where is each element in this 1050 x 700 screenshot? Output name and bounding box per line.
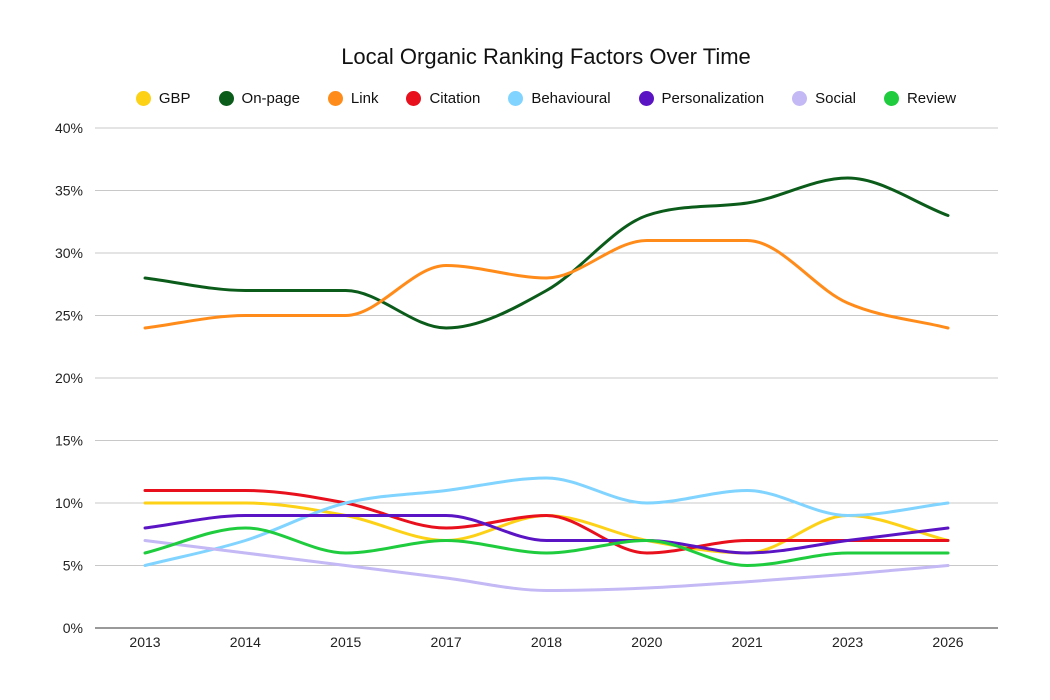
legend-swatch	[135, 91, 151, 106]
legend-item-personalization: Personalization	[638, 90, 765, 107]
legend-swatch	[792, 91, 808, 106]
x-tick-label: 2023	[832, 634, 863, 650]
x-tick-label: 2017	[431, 634, 462, 650]
legend-swatch	[508, 91, 524, 106]
series-line-review	[143, 526, 950, 567]
x-tick-label: 2020	[631, 634, 662, 650]
series-line-behavioural	[143, 476, 950, 567]
legend-label: Behavioural	[531, 90, 611, 107]
y-tick-label: 35%	[55, 183, 83, 199]
y-tick-label: 30%	[55, 245, 83, 261]
y-tick-label: 15%	[55, 433, 83, 449]
y-tick-label: 10%	[55, 495, 83, 511]
legend-swatch	[406, 91, 422, 106]
legend-item-review: Review	[883, 90, 957, 107]
series-line-personalization	[143, 513, 950, 555]
legend-label: Citation	[429, 90, 481, 107]
chart-legend: GBP On-page Link Citation Behavioural Persona…	[0, 90, 1050, 107]
y-tick-label: 20%	[55, 370, 83, 386]
x-tick-label: 2018	[531, 634, 562, 650]
x-tick-label: 2015	[330, 634, 361, 650]
legend-label: GBP	[158, 90, 191, 107]
y-tick-label: 25%	[55, 308, 83, 324]
legend-label: Social	[815, 90, 856, 107]
series-line-citation	[143, 488, 950, 555]
series-line-on-page	[143, 176, 950, 330]
x-tick-label: 2026	[932, 634, 963, 650]
legend-swatch	[883, 91, 899, 106]
legend-item-on-page: On-page	[218, 90, 300, 107]
legend-label: Personalization	[661, 90, 765, 107]
chart-title: Local Organic Ranking Factors Over Time	[341, 44, 751, 69]
y-tick-label: 0%	[63, 620, 83, 636]
series-line-link	[143, 238, 950, 330]
legend-item-social: Social	[792, 90, 856, 107]
series-lines	[143, 176, 950, 592]
legend-item-behavioural: Behavioural	[508, 90, 611, 107]
x-tick-label: 2013	[129, 634, 160, 650]
x-tick-label: 2014	[230, 634, 261, 650]
legend-swatch	[638, 91, 654, 106]
x-tick-label: 2021	[732, 634, 763, 650]
grid-lines	[95, 127, 998, 566]
legend-item-gbp: GBP	[135, 90, 191, 107]
legend-swatch	[327, 91, 343, 106]
axes: 0% 5% 10% 15% 20% 25% 30% 35% 40% 2013 2014 2015 201…	[55, 120, 998, 650]
y-tick-label: 5%	[63, 558, 83, 574]
legend-swatch	[218, 91, 234, 106]
series-line-social	[143, 539, 950, 592]
series-line-gbp	[143, 501, 950, 555]
legend-label: Review	[906, 90, 957, 107]
legend-label: On-page	[241, 90, 300, 107]
legend-label: Link	[350, 90, 379, 107]
legend-item-link: Link	[327, 90, 379, 107]
legend-item-citation: Citation	[406, 90, 480, 107]
y-tick-label: 40%	[55, 120, 83, 136]
